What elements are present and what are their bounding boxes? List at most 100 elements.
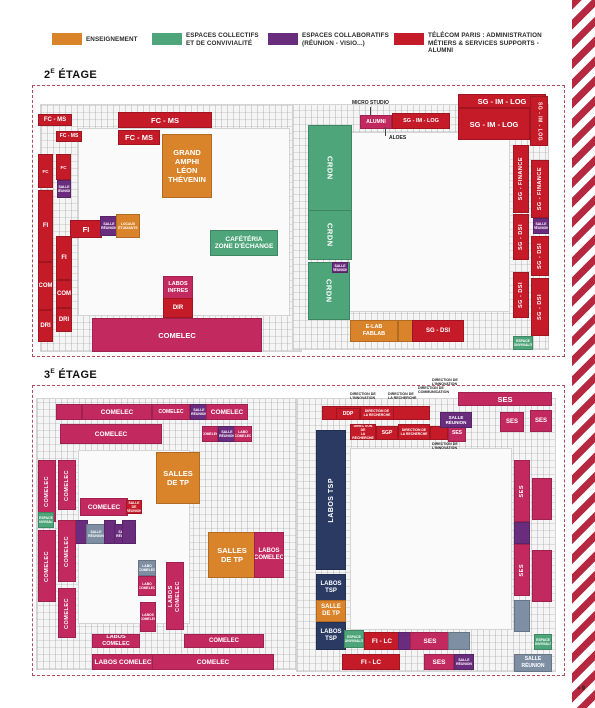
room-comelec-label: COMELEC bbox=[94, 430, 128, 438]
room-dri-label: DRI bbox=[40, 322, 51, 329]
room-labo-comelec: LABO COMELEC bbox=[138, 576, 156, 596]
room-ses-label: SES bbox=[505, 418, 518, 425]
room-sg-im-log: SG - IM - LOG bbox=[392, 113, 450, 129]
room-espace-convivialite: ESPACE CONVIVIALITÉ bbox=[344, 630, 364, 648]
room-espace-convivialite: ESPACE CONVIVIALITÉ bbox=[38, 512, 54, 528]
room-labo-comelec: LABO COMELEC bbox=[234, 426, 252, 442]
room-comelec: COMELEC bbox=[206, 404, 248, 420]
room-direction-annex bbox=[430, 426, 448, 440]
room-ses: SES bbox=[410, 632, 450, 650]
room-direction-recherche: DIRECTION DE LA RECHERCHE bbox=[360, 406, 394, 420]
room-ses-annex bbox=[514, 600, 530, 632]
room-espace-convivialite-label: ESPACE CONVIVIALITÉ bbox=[39, 516, 53, 524]
room-comelec: COMELEC bbox=[184, 634, 264, 648]
callout-direction-recherche: DIRECTION DE LA RECHERCHE bbox=[388, 392, 417, 400]
room-fi: FI bbox=[70, 220, 102, 238]
room-crdn: CRDN bbox=[308, 210, 352, 260]
room-salle-reunion-label: SALLE RÉUNION bbox=[533, 222, 549, 230]
room-dir: DIR bbox=[163, 298, 193, 318]
room-espace-convivialite-label: ESPACE CONVIVIALITÉ bbox=[344, 635, 364, 643]
room-ses: SES bbox=[424, 654, 454, 670]
room-labos-tsp: LABOS TSP bbox=[316, 574, 346, 602]
floor-2-sup: E bbox=[50, 68, 56, 75]
room-salle-de-reunion-label: SALLE DE RÉUNION bbox=[126, 501, 142, 513]
floor-2-word: ÉTAGE bbox=[55, 69, 97, 81]
room-comelec: COMELEC bbox=[202, 426, 218, 442]
floor-title-2: 2E ÉTAGE bbox=[44, 68, 97, 81]
room-comelec-label: COMELEC bbox=[63, 469, 70, 501]
floor-3-sup: E bbox=[50, 368, 56, 375]
room-labos-comelec-label: LABOS COMELEC bbox=[168, 580, 181, 612]
room-salle-reunion: SALLE RÉUNION bbox=[440, 412, 472, 428]
room-sg-im-log-label: SG - IM - LOG bbox=[469, 119, 519, 129]
room-labos-comelec-label: LABOS COMELEC bbox=[94, 658, 152, 666]
room-com-label: COM bbox=[57, 290, 71, 297]
room-salle-de-reunion: SALLE DE RÉUNION bbox=[126, 500, 142, 514]
room-fi-label: FI bbox=[42, 222, 49, 229]
room-comelec: COMELEC bbox=[58, 460, 76, 510]
room-comelec: COMELEC bbox=[58, 520, 76, 582]
room-comelec-label: COMELEC bbox=[87, 503, 121, 511]
room-espace-convivialite-label: ESPACE CONVIVIALITÉ bbox=[534, 638, 551, 646]
room-com-label: COM bbox=[38, 282, 53, 289]
room-fc-ms: FC - MS bbox=[118, 130, 160, 145]
room-salle-reunion: SALLE RÉUNION bbox=[57, 180, 71, 198]
callout-line bbox=[370, 107, 371, 115]
room-comelec-label: COMELEC bbox=[100, 408, 134, 416]
room-sg-dsi-label: SG - DSI bbox=[517, 281, 524, 308]
floor-2-number: 2 bbox=[44, 69, 51, 81]
room-salle-reunion: SALLE RÉUNION bbox=[514, 654, 552, 672]
room-fc-label: FC bbox=[60, 164, 67, 170]
room-direction-recherche-label: DIRECTION DE LA RECHERCHE bbox=[352, 424, 374, 440]
floor-3-courtyard-east bbox=[350, 448, 512, 630]
room-salle-reunion-label: SALLE RÉUNION bbox=[191, 408, 207, 416]
room-labos-tsp: LABOS TSP bbox=[316, 622, 346, 650]
room-salle-reunion: SALLE RÉUNION bbox=[533, 218, 549, 234]
room-alumni: ALUMNI bbox=[360, 115, 392, 129]
room-e-lab-fablab-label: E-LAB FABLAB bbox=[362, 324, 386, 337]
room-comelec-label: COMELEC bbox=[210, 408, 244, 416]
room-comelec: COMELEC bbox=[152, 404, 190, 420]
room-sg-dsi-label: SG - DSI bbox=[425, 327, 450, 334]
room-sg-dsi: SG - DSI bbox=[513, 214, 529, 260]
room-labos-tsp-label: LABOS TSP bbox=[320, 581, 342, 594]
room-comelec: COMELEC bbox=[82, 404, 152, 420]
room-fi-label: FI bbox=[61, 254, 67, 261]
room-sg-im-log: SG - IM - LOG bbox=[458, 108, 530, 140]
room-salles-de-tp: SALLES DE TP bbox=[208, 532, 256, 578]
room-cafeteria: CAFÉTÉRIA ZONE D'ÉCHANGE bbox=[210, 230, 278, 256]
room-direction-recherche-label: DIRECTION DE LA RECHERCHE bbox=[363, 409, 391, 417]
room-grand-amphi: GRAND AMPHI LÉON THÉVENIN bbox=[162, 134, 212, 198]
legend-swatch-espaces-collaboratifs bbox=[268, 33, 298, 45]
room-salle-reunion-label: SALLE RÉUNION bbox=[58, 185, 71, 193]
room-ses-label: SES bbox=[423, 637, 437, 645]
room-direction-recherche: DIRECTION DE LA RECHERCHE bbox=[398, 424, 430, 440]
room-fi: FI bbox=[38, 190, 53, 262]
room-comelec: COMELEC bbox=[152, 654, 274, 670]
room-espace-convivialite: ESPACE CONVIVIALITÉ bbox=[513, 336, 533, 350]
room-fc: FC bbox=[56, 154, 71, 180]
decorative-stripes bbox=[572, 0, 595, 708]
room-salle-de-tp-label: SALLE DE TP bbox=[321, 604, 341, 617]
room-salles-de-tp-label: SALLES DE TP bbox=[163, 469, 193, 487]
page-number-value: 9 bbox=[581, 686, 585, 692]
room-ses-label: SES bbox=[534, 417, 547, 424]
room-comelec-label: COMELEC bbox=[43, 475, 50, 507]
room-salle-reunion-label: SALLE RÉUNION bbox=[101, 222, 117, 230]
room-salle-reunion-label: SALLE RÉUNION bbox=[445, 415, 467, 425]
callout-line bbox=[385, 127, 386, 136]
room-locaux-etudiants: LOCAUX ÉTUDIANTS bbox=[116, 214, 140, 238]
room-espace-convivialite-label: ESPACE CONVIVIALITÉ bbox=[513, 339, 533, 347]
legend-swatch-administration bbox=[394, 33, 424, 45]
room-labo-comelec: LABO COMELEC bbox=[138, 560, 156, 576]
room-salle-reunion-label: SALLE RÉUNION bbox=[521, 656, 545, 669]
room-ses: SES bbox=[530, 410, 552, 432]
room-fi-lc-label: FI - LC bbox=[360, 658, 382, 666]
room-sg-dsi: SG - DSI bbox=[531, 278, 549, 336]
room-crdn: CRDN bbox=[308, 125, 352, 211]
room-labos-tsp: LABOS TSP bbox=[316, 430, 346, 570]
room-salles-de-tp: SALLES DE TP bbox=[156, 452, 200, 504]
room-comelec-label: COMELEC bbox=[209, 637, 239, 644]
room-fi-lc-label: FI - LC bbox=[371, 637, 393, 645]
room-alumni-label: ALUMNI bbox=[366, 118, 386, 125]
